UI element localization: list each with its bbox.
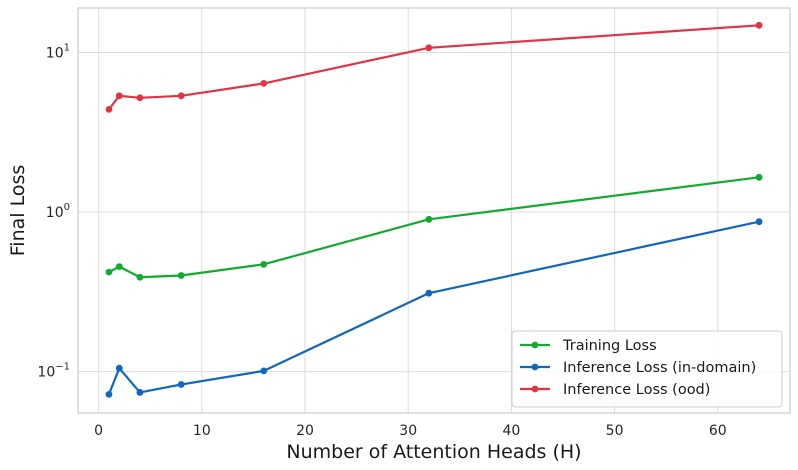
legend-box: [511, 330, 783, 408]
legend-swatch-marker: [531, 341, 539, 349]
y-tick-label: 10−1: [37, 362, 70, 381]
series-inference-loss-in-domain: [105, 218, 763, 398]
data-point: [136, 273, 144, 281]
data-point: [425, 215, 433, 223]
data-point: [177, 92, 185, 100]
legend-item: Training Loss: [520, 338, 657, 354]
data-point: [105, 268, 113, 276]
legend-swatch-marker: [531, 363, 539, 371]
legend-label: Training Loss: [562, 338, 657, 354]
data-point: [136, 389, 144, 396]
data-point: [105, 105, 113, 113]
series-training-loss: [105, 173, 763, 281]
x-tick-label: 50: [606, 423, 624, 439]
legend-item: Inference Loss (ood): [520, 382, 710, 398]
y-axis-label: Final Loss: [7, 165, 29, 257]
y-tick-label: 100: [46, 202, 70, 221]
data-point: [755, 173, 763, 181]
legend: Training Loss Inference Loss (in-domain) I…: [511, 330, 783, 408]
data-point: [115, 92, 123, 100]
y-tick-label: 101: [46, 42, 70, 61]
data-point: [425, 289, 433, 297]
data-point: [260, 367, 268, 375]
data-point: [105, 390, 113, 398]
data-point: [115, 364, 123, 372]
data-point: [425, 44, 433, 52]
legend-item: Inference Loss (in-domain): [520, 360, 756, 376]
data-point: [755, 21, 763, 29]
legend-label: Inference Loss (in-domain): [563, 360, 756, 376]
legend-swatch-marker: [531, 385, 539, 393]
data-point: [260, 79, 268, 87]
series-layer: [105, 21, 763, 398]
x-tick-label: 0: [94, 423, 103, 439]
data-point: [115, 263, 123, 270]
x-tick-label: 10: [193, 423, 211, 439]
data-point: [755, 218, 763, 226]
data-point: [260, 260, 268, 268]
x-tick-label: 40: [502, 423, 520, 439]
series-inference-loss-ood: [105, 21, 763, 113]
y-axis-ticks: 10−1 100 101: [37, 42, 70, 380]
x-axis-ticks: 0 10 20 30 40 50 60: [94, 423, 727, 439]
x-axis-label: Number of Attention Heads (H): [286, 441, 581, 463]
data-point: [136, 94, 144, 102]
x-tick-label: 60: [709, 423, 727, 439]
plot-frame: [77, 7, 791, 414]
legend-label: Inference Loss (ood): [563, 382, 710, 398]
data-point: [177, 272, 185, 279]
x-tick-label: 30: [399, 423, 417, 439]
data-point: [177, 381, 185, 388]
x-tick-label: 20: [296, 423, 314, 439]
